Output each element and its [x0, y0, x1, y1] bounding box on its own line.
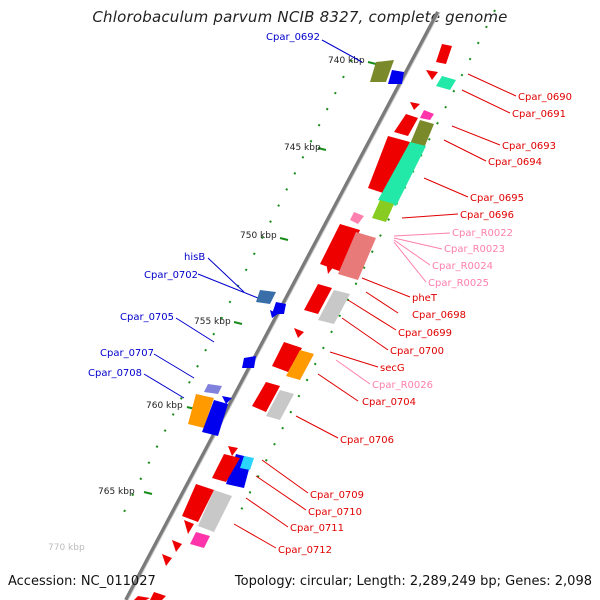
gene-feature — [350, 212, 364, 224]
gene-label-cpar-0707: Cpar_0707 — [100, 348, 154, 359]
topology-text: Topology: circular; Length: 2,289,249 bp… — [234, 574, 592, 589]
gene-feature — [410, 120, 434, 148]
reverse-leader-lines — [143, 39, 363, 399]
reverse-strand-genes — [188, 0, 434, 488]
gene-label-cpar-0705: Cpar_0705 — [120, 312, 174, 323]
gene-label-cpar-0708: Cpar_0708 — [88, 368, 142, 379]
gene-label: Cpar_0690 — [518, 92, 572, 103]
gene-feature — [270, 310, 278, 318]
gene-label: Cpar_R0024 — [432, 261, 493, 272]
gene-label: Cpar_0699 — [398, 328, 452, 339]
gene-label: Cpar_0709 — [310, 490, 364, 501]
forward-strand-genes — [162, 0, 456, 566]
gene-label: Cpar_0700 — [390, 346, 444, 357]
gene-feature — [272, 342, 302, 372]
scale-tick — [233, 321, 243, 325]
gene-label: Cpar_R0023 — [444, 244, 505, 255]
accession-text: Accession: NC_011027 — [8, 574, 156, 589]
gene-feature — [436, 44, 452, 64]
gene-label: Cpar_0704 — [362, 397, 416, 408]
scale-labels: 740 kbp 745 kbp 750 kbp 755 kbp 760 kbp … — [48, 56, 365, 553]
scale-label: 760 kbp — [146, 401, 183, 411]
scale-tick — [279, 237, 289, 241]
gene-label: Cpar_0696 — [460, 210, 514, 221]
gene-feature — [188, 394, 214, 428]
rna-leader-lines — [335, 232, 451, 385]
scale-tick — [317, 147, 327, 151]
gene-feature — [134, 596, 150, 600]
gene-feature — [420, 110, 434, 120]
gene-feature — [172, 540, 182, 552]
gene-label: Cpar_0698 — [412, 310, 466, 321]
gene-feature — [372, 200, 394, 222]
scale-label: 770 kbp — [48, 543, 85, 553]
gene-feature — [242, 356, 256, 368]
gene-feature — [426, 70, 438, 80]
gene-feature — [402, 0, 434, 12]
scale-label: 740 kbp — [328, 56, 365, 66]
gene-label: Cpar_0711 — [290, 523, 344, 534]
gene-feature — [228, 446, 238, 456]
gene-label: secG — [380, 363, 405, 374]
scale-label: 765 kbp — [98, 487, 135, 497]
gene-feature — [204, 384, 222, 394]
gene-feature — [266, 390, 294, 420]
gene-label: Cpar_R0026 — [372, 380, 433, 391]
gene-feature — [436, 76, 456, 90]
gene-label: Cpar_0693 — [502, 141, 556, 152]
gene-feature — [184, 520, 194, 534]
gene-feature — [212, 454, 240, 482]
gene-feature — [198, 490, 232, 532]
gene-label: Cpar_R0022 — [452, 228, 513, 239]
gene-feature — [182, 484, 214, 522]
bottom-edge-features — [134, 592, 166, 600]
gene-feature — [202, 400, 228, 436]
scale-label: 750 kbp — [240, 231, 277, 241]
scale-label: 745 kbp — [284, 143, 321, 153]
gene-label: Cpar_0691 — [512, 109, 566, 120]
gene-feature — [190, 532, 210, 548]
gene-feature — [394, 114, 418, 136]
gene-feature — [162, 554, 172, 566]
gene-feature — [318, 290, 350, 324]
gene-label: pheT — [412, 293, 438, 304]
scale-tick — [143, 491, 153, 495]
gene-label-cpar-0692: Cpar_0692 — [266, 32, 320, 43]
gene-feature — [378, 142, 426, 206]
gene-label-cpar-0702: Cpar_0702 — [144, 270, 198, 281]
gene-feature — [252, 382, 280, 412]
gene-feature — [370, 60, 394, 82]
reverse-gene-labels: Cpar_0692 hisB Cpar_0702 Cpar_0705 Cpar_… — [88, 32, 320, 379]
gene-label: Cpar_0695 — [470, 193, 524, 204]
gene-feature — [222, 396, 232, 404]
gene-feature — [304, 284, 332, 314]
gene-feature — [436, 0, 456, 12]
scale-tick — [367, 61, 377, 65]
gene-label: Cpar_R0025 — [428, 278, 489, 289]
gene-feature — [368, 136, 410, 194]
gene-label: Cpar_0706 — [340, 435, 394, 446]
gene-feature — [388, 70, 404, 84]
gene-label: Cpar_0710 — [308, 507, 362, 518]
forward-leader-lines — [233, 73, 517, 549]
gene-feature — [410, 102, 420, 110]
gene-label-hisb: hisB — [184, 252, 205, 263]
gene-feature — [320, 224, 360, 272]
gene-feature — [326, 262, 334, 274]
gene-label: Cpar_0712 — [278, 545, 332, 556]
gene-feature — [286, 350, 314, 380]
gene-feature — [338, 232, 376, 280]
gene-label: Cpar_0694 — [488, 157, 542, 168]
scale-label: 755 kbp — [194, 317, 231, 327]
gene-feature — [240, 456, 254, 470]
forward-gene-labels: Cpar_0690 Cpar_0691 Cpar_0693 Cpar_0694 … — [278, 92, 572, 556]
gene-feature — [294, 328, 304, 338]
gene-feature — [272, 302, 286, 314]
gene-feature — [256, 290, 276, 304]
gene-feature — [150, 592, 166, 600]
map-title: Chlorobaculum parvum NCIB 8327, complete… — [92, 8, 508, 26]
